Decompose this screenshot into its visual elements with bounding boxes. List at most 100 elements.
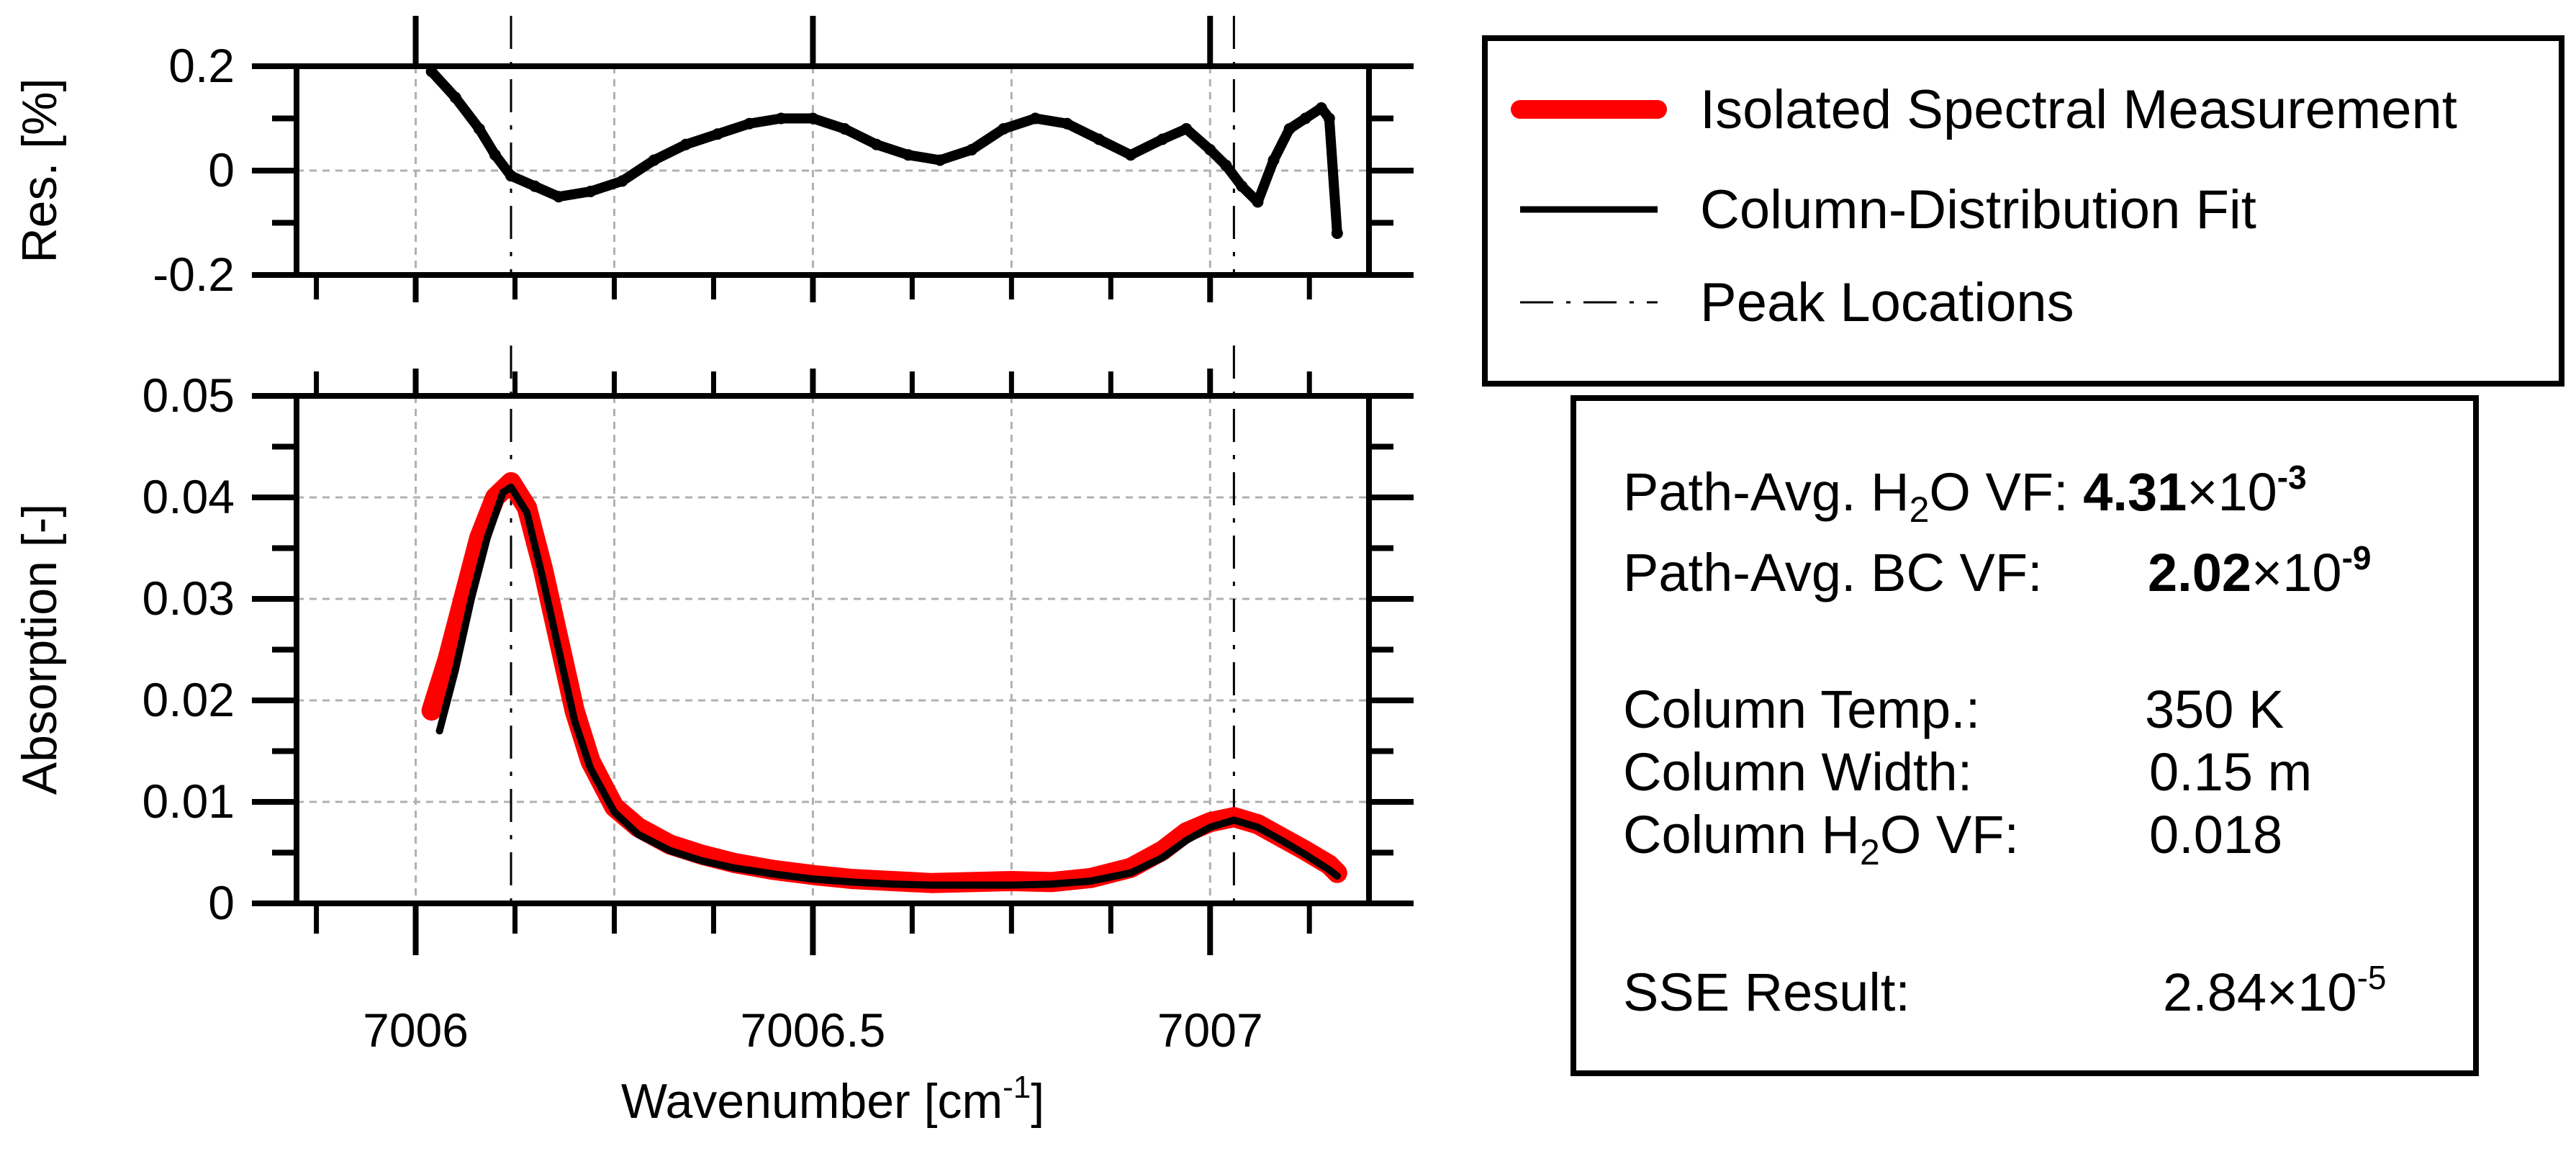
measurement-point [422, 702, 440, 720]
residual-point [966, 144, 978, 155]
fit-point [1126, 869, 1134, 877]
residual-point [1299, 112, 1311, 125]
h2o-vf-row: Path-Avg. H2O VF: 4.31×10-3 [1623, 459, 2307, 530]
residual-ytick-label: -0.2 [153, 248, 235, 301]
residual-point [1180, 123, 1193, 135]
residual-point [1093, 133, 1105, 145]
residual-point [711, 128, 723, 140]
fit-point [928, 881, 936, 889]
residual-point [648, 154, 660, 166]
residual-point [1204, 144, 1216, 155]
residual-point [679, 138, 692, 150]
fit-point [435, 727, 443, 735]
residual-ytick-label: 0 [208, 143, 235, 197]
column-temp-label: Column Temp.: [1623, 680, 1980, 739]
column-h2o-value: 0.018 [2149, 805, 2282, 865]
absorption-ytick-label: 0.05 [143, 369, 235, 422]
fit-point [634, 831, 642, 839]
residual-point [807, 112, 819, 125]
fit-point [483, 534, 491, 542]
residual-grid [297, 66, 1369, 275]
residual-point [584, 186, 597, 197]
residual-point [998, 123, 1010, 135]
absorption-ytick-label: 0.03 [143, 572, 235, 625]
residual-point [473, 123, 485, 135]
absorption-ylabel: Absorption [-] [12, 504, 67, 795]
fit-point [467, 595, 475, 602]
residual-line [426, 66, 1342, 238]
residual-point [744, 117, 756, 130]
fit-point [888, 880, 896, 888]
fit-point [610, 808, 618, 816]
absorption-ytick-label: 0.01 [143, 775, 235, 828]
absorption-xtick-label: 7006 [363, 1003, 469, 1057]
legend-label-fit: Column-Distribution Fit [1700, 179, 2256, 240]
fit-point [1301, 851, 1309, 859]
absorption-xlabel: Wavenumber [cm-1] [621, 1070, 1044, 1129]
fit-point [523, 509, 531, 517]
fit-point [1230, 816, 1238, 824]
residual-point [1236, 180, 1248, 192]
fit-point [539, 574, 547, 582]
fit-point [1325, 866, 1333, 874]
fit-point [849, 878, 857, 886]
measurement-point [438, 651, 456, 669]
residual-point [1124, 149, 1136, 161]
absorption-xtick-label: 7006.5 [740, 1003, 885, 1057]
residual-point [870, 138, 882, 150]
residual-point [553, 191, 565, 203]
residual-point [1323, 112, 1335, 125]
residual-point [1331, 227, 1343, 239]
residual-point [489, 149, 501, 161]
fit-point [571, 717, 579, 725]
residual-point [1220, 159, 1232, 171]
fit-point [1087, 877, 1095, 885]
residual-point [1283, 123, 1296, 135]
residual-point [1029, 112, 1041, 125]
fit-point [809, 875, 817, 883]
absorption-ytick-label: 0.02 [143, 673, 235, 726]
fit-point [1159, 854, 1167, 862]
fit-point [1278, 836, 1285, 844]
fit-point [451, 666, 459, 674]
legend-label-measurement: Isolated Spectral Measurement [1700, 79, 2457, 140]
residual-ytick-label: 0.2 [168, 39, 235, 92]
residual-point [505, 170, 517, 182]
absorption-ytick-label: 0.04 [143, 470, 235, 523]
residual-point [529, 180, 541, 192]
residual-point [1252, 196, 1264, 208]
absorption-series [421, 471, 1347, 893]
absorption-xtick-labels: 7006 7006.5 7007 [363, 1003, 1263, 1057]
fit-point [1333, 872, 1341, 880]
absorption-xtick-label: 7007 [1157, 1003, 1263, 1057]
fit-point [1206, 823, 1214, 831]
residual-point [1061, 117, 1073, 130]
absorption-ticks [252, 369, 1414, 955]
residual-point [449, 91, 461, 104]
fit-point [587, 764, 595, 772]
residual-ytick-labels: 0.2 0 -0.2 [153, 39, 235, 301]
absorption-panel: 0 0.01 0.02 0.03 0.04 0.05 7006 7006.5 7007 Abs… [12, 346, 1414, 1129]
results-info-box: Path-Avg. H2O VF: 4.31×10-3 Path-Avg. BC… [1571, 395, 2479, 1076]
legend-box [1482, 35, 2564, 387]
residual-point [902, 149, 914, 161]
legend-label-peaks: Peak Locations [1700, 272, 2074, 333]
residual-point [616, 175, 628, 187]
sse-label: SSE Result: [1623, 962, 1910, 1022]
residual-point [1315, 102, 1327, 114]
fit-point [769, 870, 777, 878]
residual-ylabel: Res. [%] [12, 78, 67, 263]
column-width-value: 0.15 m [2149, 742, 2312, 802]
residual-point [1267, 154, 1280, 166]
fit-point [555, 646, 563, 654]
residual-ticks [252, 16, 1414, 302]
fit-point [1047, 880, 1055, 888]
fit-point [499, 488, 507, 496]
sse-value: 2.84×10-5 [2163, 959, 2386, 1022]
absorption-ytick-labels: 0 0.01 0.02 0.03 0.04 0.05 [143, 369, 235, 929]
residual-series [425, 66, 1343, 239]
residual-point [775, 112, 787, 125]
absorption-grid [297, 396, 1369, 903]
fit-point [730, 864, 738, 872]
